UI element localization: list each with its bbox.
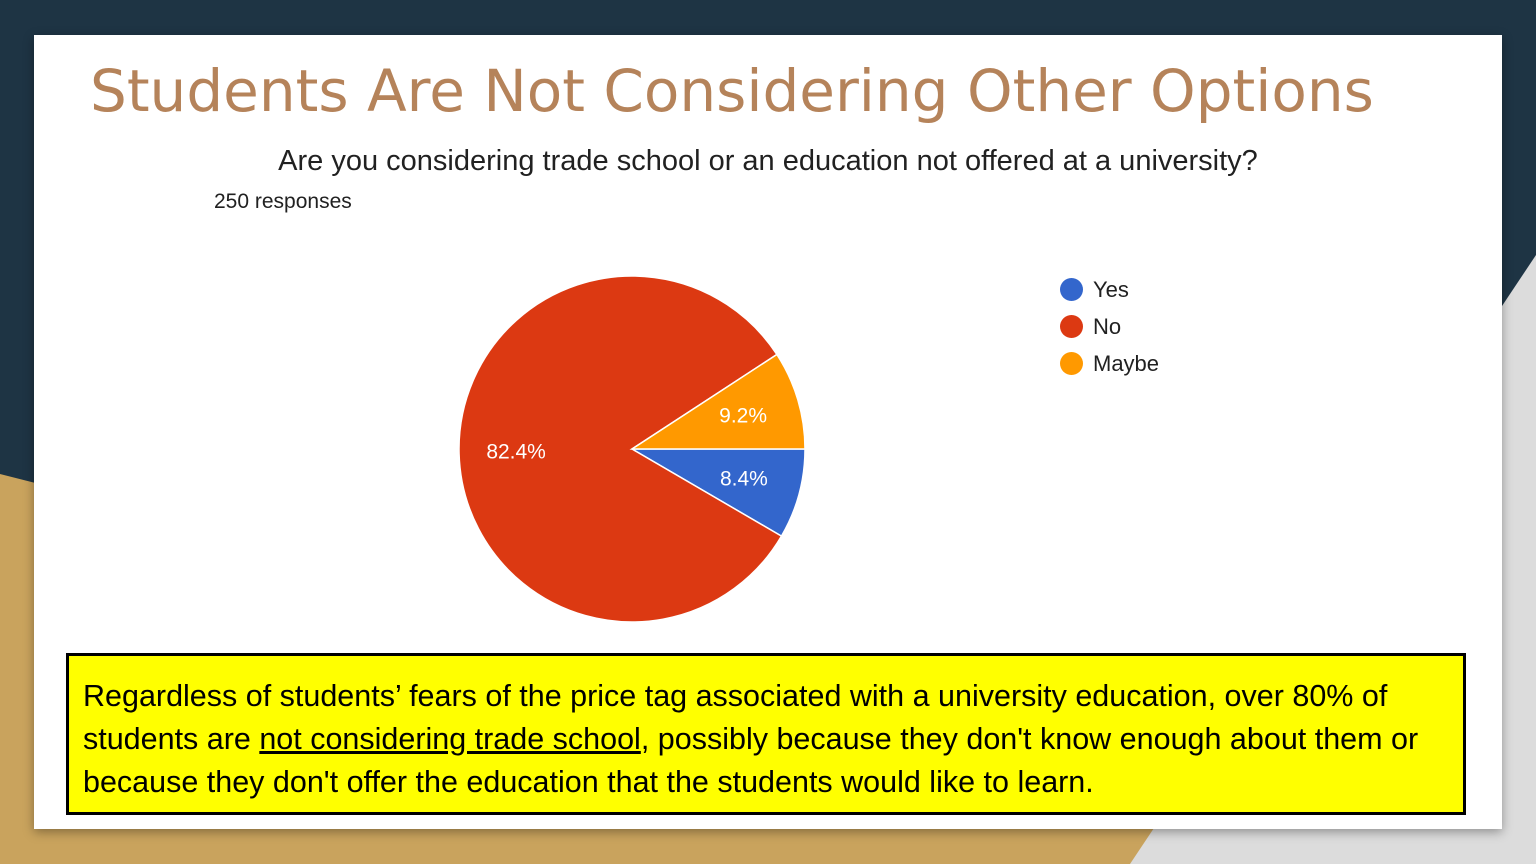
chart-title: Are you considering trade school or an e…: [278, 145, 1258, 177]
summary-callout: Regardless of students’ fears of the pri…: [66, 653, 1466, 815]
legend-label: Maybe: [1093, 350, 1160, 376]
pie-slice-yes: [629, 448, 806, 538]
pie-slice-no: [458, 275, 783, 623]
legend-swatch: [1060, 278, 1083, 301]
legend-item-no: No: [1060, 308, 1159, 345]
callout-text-start: Regardless of students’ fears of the pri…: [83, 679, 1388, 756]
legend-swatch: [1060, 352, 1083, 375]
slide-card: Students Are Not Considering Other Optio…: [34, 35, 1502, 829]
pie-label-no: 82.4%: [486, 440, 546, 463]
legend-swatch: [1060, 315, 1083, 338]
callout-underlined-text: not considering trade school: [259, 722, 641, 756]
callout-text-end: , possibly because they don't know enoug…: [83, 722, 1419, 799]
chart-legend: Yes No Maybe: [1060, 271, 1159, 382]
pie-label-yes: 8.4%: [720, 468, 768, 491]
pie-slice-maybe: [629, 353, 806, 450]
pie-label-maybe: 9.2%: [719, 405, 767, 428]
slide-title: Students Are Not Considering Other Optio…: [90, 57, 1374, 125]
legend-item-maybe: Maybe: [1060, 345, 1159, 382]
pie-chart: 8.4% 82.4% 9.2%: [458, 275, 806, 623]
response-count: 250 responses: [214, 190, 352, 213]
legend-label: Yes: [1093, 276, 1129, 302]
legend-label: No: [1093, 313, 1122, 339]
legend-item-yes: Yes: [1060, 271, 1159, 308]
